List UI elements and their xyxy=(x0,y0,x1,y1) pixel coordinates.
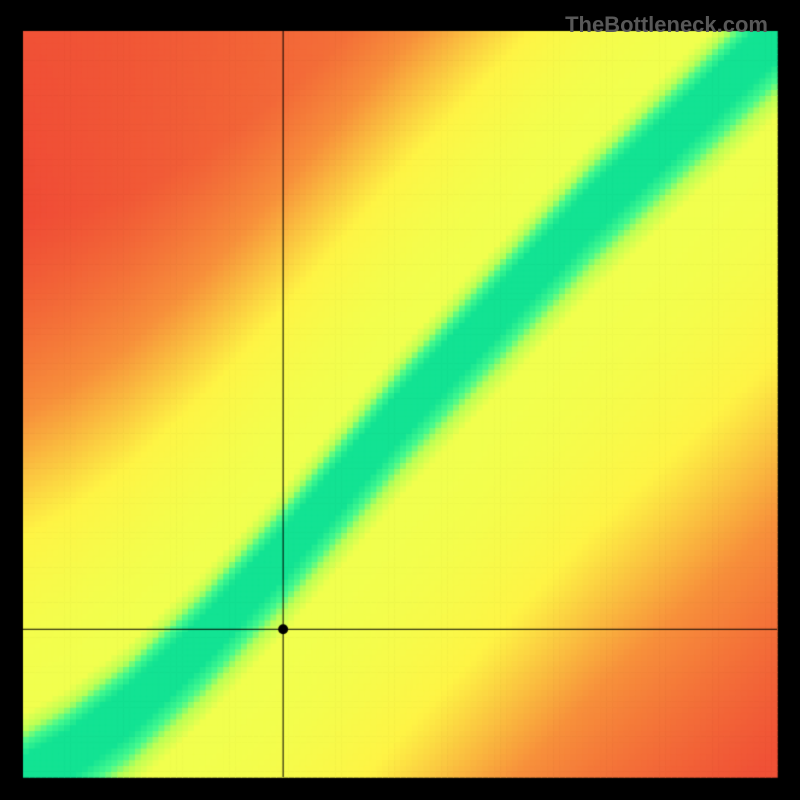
source-watermark: TheBottleneck.com xyxy=(565,12,768,38)
bottleneck-heatmap-canvas xyxy=(0,0,800,800)
chart-container: TheBottleneck.com xyxy=(0,0,800,800)
